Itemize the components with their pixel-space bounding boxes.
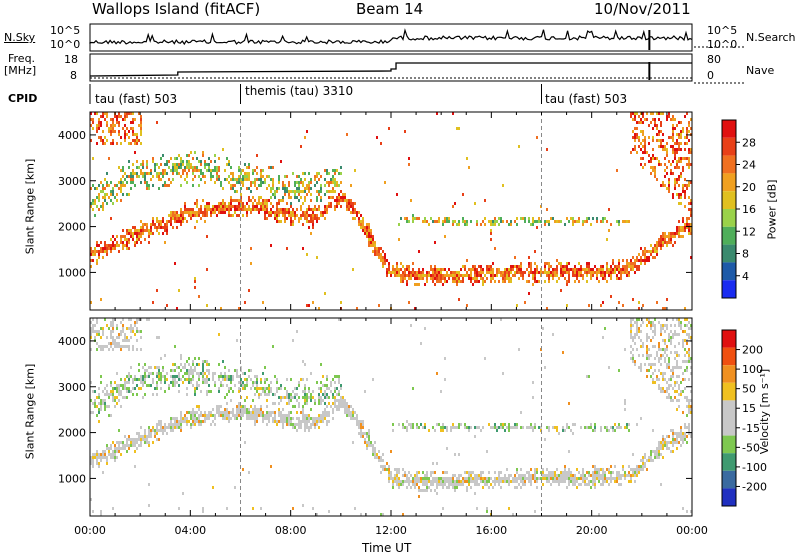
- freq-line: [89, 62, 692, 77]
- freq-unit: [MHz]: [4, 64, 37, 77]
- freq-panel-frame: [89, 53, 693, 82]
- nsearch-tick-low: 10^0: [707, 38, 738, 51]
- cpid-segment-3: tau (fast) 503: [545, 92, 628, 106]
- velocity-colorbar-tick-label-7: -200: [742, 480, 767, 493]
- velocity-colorbar-swatch-2: [722, 365, 736, 383]
- velocity-colorbar-tick-label-6: -100: [742, 461, 767, 474]
- velocity-colorbar-swatch-9: [722, 488, 736, 506]
- power-colorbar-swatch-8: [722, 262, 736, 281]
- power-ytick-label-1: 2000: [58, 221, 86, 234]
- velocity-colorbar-swatch-1: [722, 347, 736, 366]
- power-ytick-label-3: 4000: [58, 129, 86, 142]
- velocity-colorbar-tick-label-2: 50: [742, 383, 756, 396]
- power-colorbar-swatch-5: [722, 209, 736, 227]
- velocity-colorbar-tick-label-4: -15: [742, 422, 760, 435]
- nave-tick-low: 0: [707, 69, 714, 82]
- power-colorbar-swatch-6: [722, 226, 736, 245]
- date-title: 10/Nov/2011: [594, 0, 691, 18]
- xtick-label-6: 00:00: [676, 524, 708, 537]
- xtick-label-0: 00:00: [74, 524, 106, 537]
- velocity-colorbar-frame: [721, 329, 737, 507]
- velocity-heatmap-cells: [90, 318, 692, 516]
- station-title: Wallops Island (fitACF): [92, 0, 261, 18]
- xtick-label-2: 08:00: [275, 524, 307, 537]
- power-colorbar-swatch-0: [722, 120, 736, 138]
- velocity-colorbar-swatch-8: [722, 470, 736, 489]
- power-colorbar-swatch-2: [722, 155, 736, 174]
- nsearch-tick-high: 10^5: [707, 24, 738, 37]
- velocity-colorbar-tick-label-1: 100: [742, 363, 763, 376]
- nave-tick-high: 80: [707, 53, 721, 66]
- nsky-panel-frame: [89, 23, 693, 52]
- velocity-colorbar-swatch-0: [722, 330, 736, 348]
- power-colorbar-tick-label-0: 28: [742, 136, 756, 149]
- velocity-ytick-label-3: 4000: [58, 335, 86, 348]
- power-ylabel: Slant Range [km]: [23, 158, 37, 255]
- power-colorbar-tick-label-1: 24: [742, 159, 756, 172]
- velocity-colorbar-swatch-3: [722, 382, 736, 401]
- velocity-ytick-label-0: 1000: [58, 472, 86, 485]
- cpid-segment-1: tau (fast) 503: [95, 92, 178, 106]
- power-colorbar-tick-label-2: 20: [742, 181, 756, 194]
- power-colorbar-tick-label-3: 16: [742, 203, 756, 216]
- velocity-colorbar-tick-label-3: 15: [742, 402, 756, 415]
- nsky-tick-high: 10^5: [50, 24, 81, 37]
- xtick-label-1: 04:00: [174, 524, 206, 537]
- power-colorbar-tick-label-5: 8: [742, 248, 749, 261]
- power-colorbar-swatch-4: [722, 191, 736, 209]
- power-colorbar-swatch-1: [722, 137, 736, 156]
- cpid-segment-2: themis (tau) 3310: [245, 84, 354, 98]
- power-heatmap-cells: [90, 112, 692, 310]
- velocity-ytick-label-1: 2000: [58, 427, 86, 440]
- freq-label: Freq.: [8, 52, 36, 65]
- power-colorbar-swatch-7: [722, 244, 736, 263]
- xtick-label-3: 12:00: [375, 524, 407, 537]
- xtick-label-5: 20:00: [576, 524, 608, 537]
- power-colorbar-swatch-9: [722, 280, 736, 298]
- power-colorbar-tick-label-4: 12: [742, 225, 756, 238]
- nsky-tick-low: 10^0: [50, 38, 81, 51]
- velocity-colorbar-swatch-4: [722, 400, 736, 418]
- power-colorbar-tick-label-6: 4: [742, 270, 749, 283]
- power-ytick-label-2: 3000: [58, 175, 86, 188]
- freq-tick-low: 8: [70, 69, 77, 82]
- nave-label: Nave: [746, 64, 775, 77]
- beam-title: Beam 14: [356, 0, 424, 18]
- freq-tick-high: 18: [64, 53, 78, 66]
- xtick-label-4: 16:00: [475, 524, 507, 537]
- velocity-colorbar-tick-label-0: 200: [742, 344, 763, 357]
- nsky-line: [89, 28, 693, 46]
- velocity-colorbar-swatch-5: [722, 418, 736, 436]
- velocity-colorbar-tick-label-5: -50: [742, 441, 760, 454]
- power-colorbar-label: Power [dB]: [765, 179, 779, 240]
- cpid-label: CPID: [8, 92, 38, 105]
- power-colorbar-swatch-3: [722, 173, 736, 192]
- velocity-colorbar-label: Velocity [m s⁻¹]: [758, 368, 772, 455]
- nsearch-label: N.Search: [746, 31, 796, 44]
- x-axis-title: Time UT: [362, 541, 412, 555]
- velocity-colorbar-swatch-6: [722, 435, 736, 454]
- velocity-colorbar-swatch-7: [722, 453, 736, 471]
- velocity-ytick-label-2: 3000: [58, 381, 86, 394]
- nsky-label: N.Sky: [4, 31, 36, 44]
- velocity-ylabel: Slant Range [km]: [23, 363, 37, 460]
- power-ytick-label-0: 1000: [58, 266, 86, 279]
